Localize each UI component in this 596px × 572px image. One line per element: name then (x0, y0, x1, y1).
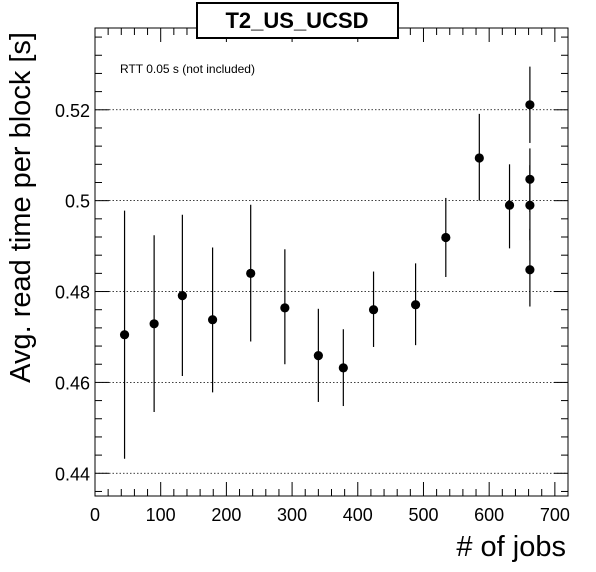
x-tick-label: 300 (277, 505, 307, 525)
x-tick-labels: 0 100 200 300 400 500 600 700 (90, 505, 570, 525)
chart-title: T2_US_UCSD (225, 8, 368, 33)
data-point (280, 303, 290, 313)
data-point (338, 363, 348, 373)
x-tick-label: 0 (90, 505, 100, 525)
data-point (368, 305, 379, 315)
data-point (119, 330, 130, 340)
chart-annotation: RTT 0.05 s (not included) (120, 62, 255, 76)
y-tick-label: 0.52 (55, 101, 90, 121)
x-tick-label: 600 (474, 505, 504, 525)
chart-title-box: T2_US_UCSD (196, 2, 399, 39)
data-point (525, 265, 535, 275)
data-point-group (313, 308, 323, 402)
data-point-group (525, 165, 535, 241)
data-point-group (119, 210, 130, 459)
data-point (207, 315, 218, 325)
data-point (410, 300, 421, 310)
data-point (149, 319, 159, 329)
y-axis-title: Avg. read time per block [s] (5, 32, 37, 383)
y-tick-label: 0.48 (55, 283, 90, 303)
x-tick-label: 400 (343, 505, 373, 525)
data-point-group (525, 66, 535, 143)
x-tick-label: 100 (146, 505, 176, 525)
x-tick-label: 700 (540, 505, 570, 525)
data-points (119, 66, 535, 459)
x-axis-title: # of jobs (456, 531, 566, 563)
y-tick-label: 0.46 (55, 373, 90, 393)
y-tick-label: 0.44 (55, 464, 90, 484)
data-point-group (149, 235, 159, 412)
y-tick-label: 0.5 (65, 192, 90, 212)
title-box-frame (196, 2, 399, 39)
data-point-group (368, 271, 379, 347)
x-tick-label: 500 (408, 505, 438, 525)
data-point-group (207, 247, 218, 393)
data-point-group (177, 214, 187, 377)
data-point (177, 291, 187, 301)
data-point-group (338, 329, 348, 407)
data-point (504, 200, 515, 210)
data-point-group (246, 204, 256, 342)
y-tick-labels: 0.44 0.46 0.48 0.5 0.52 (55, 101, 90, 484)
data-point-group (410, 263, 421, 346)
data-point (474, 153, 484, 163)
data-point-group (525, 228, 535, 307)
data-point (441, 232, 451, 243)
x-tick-label: 200 (211, 505, 241, 525)
data-point (525, 100, 535, 110)
data-point-group (280, 249, 290, 365)
data-point-group (504, 164, 515, 249)
data-point (525, 200, 535, 210)
data-point-group (441, 197, 451, 277)
data-point-group (474, 113, 484, 201)
data-point (313, 351, 323, 361)
data-point (246, 268, 256, 278)
